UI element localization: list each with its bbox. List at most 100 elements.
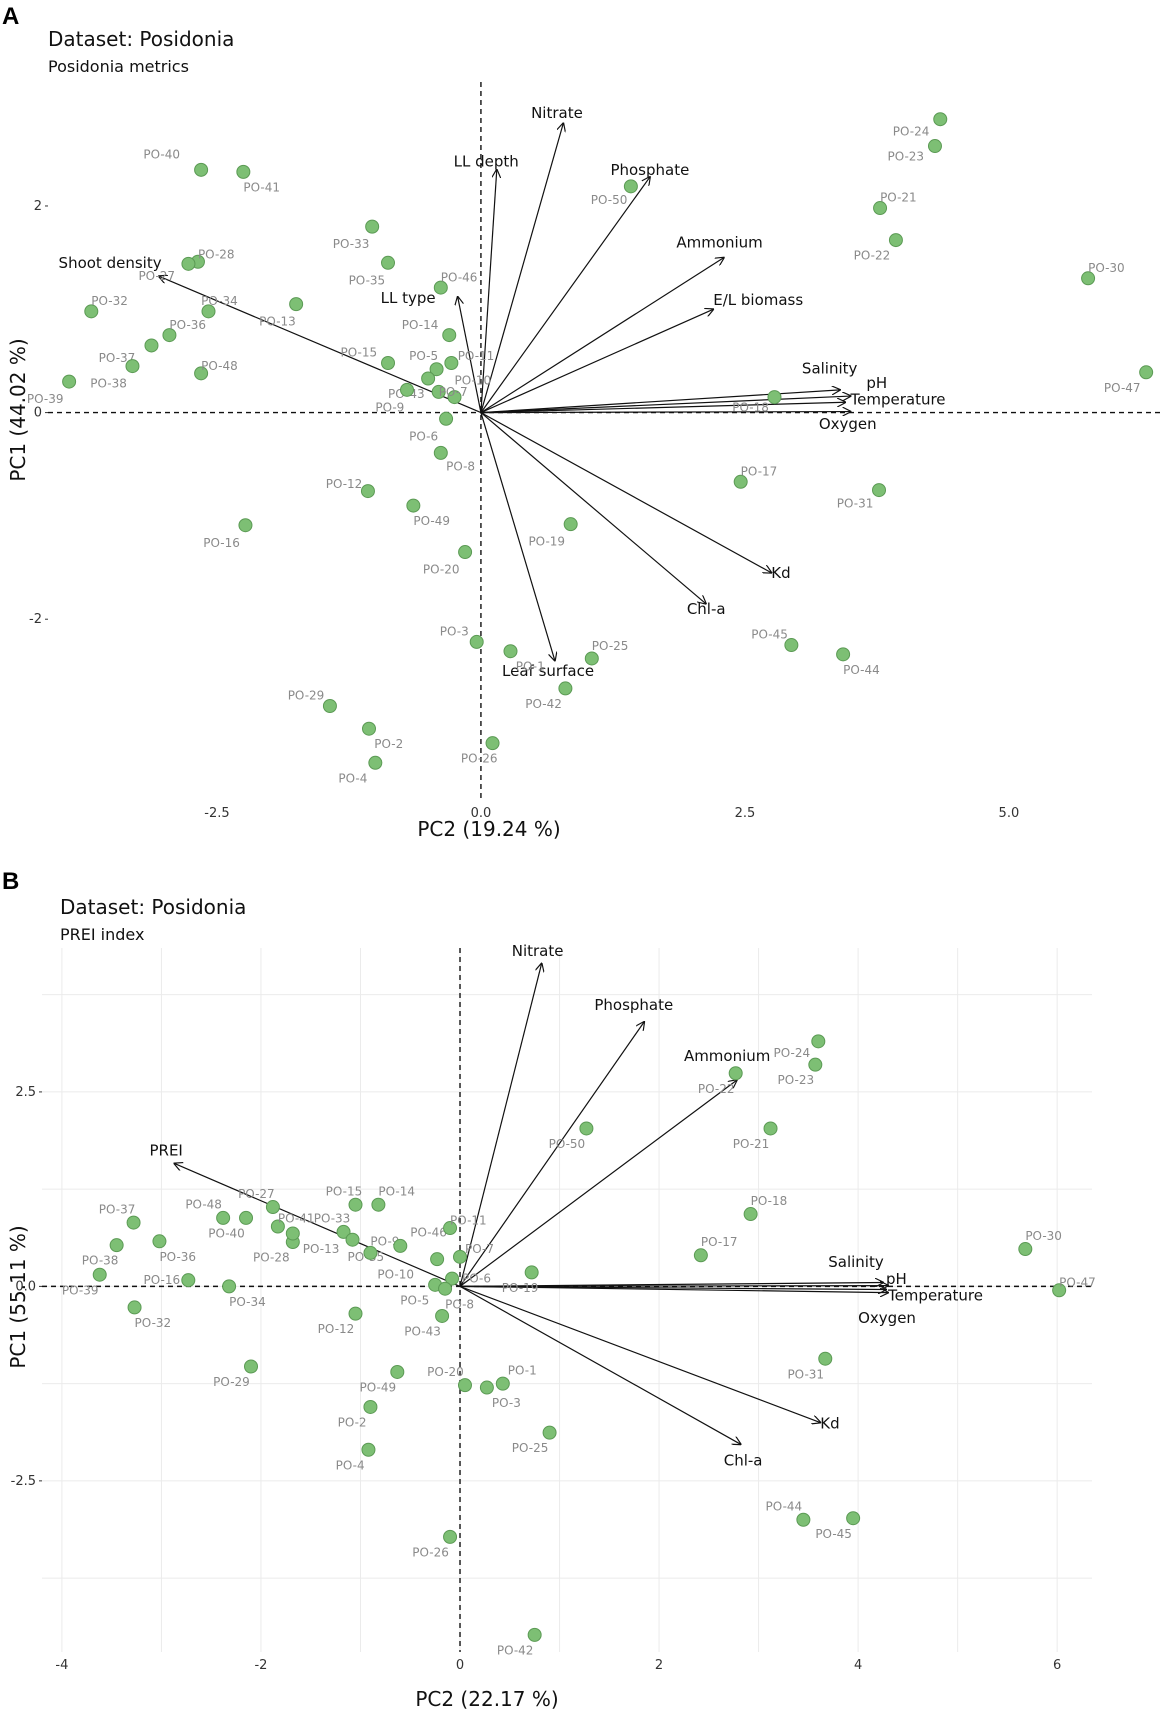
panel-b-site-point	[109, 1238, 124, 1253]
panel-b-site-point	[1052, 1283, 1067, 1298]
panel-b-site-label: PO-2	[338, 1416, 367, 1430]
panel-b-site-label: PO-8	[445, 1297, 474, 1311]
panel-a-site-point	[62, 374, 77, 389]
panel-b-title: Dataset: Posidonia	[60, 895, 246, 919]
panel-b-site-point	[443, 1529, 458, 1544]
panel-b-site-point	[363, 1399, 378, 1414]
panel-a-site-point	[381, 255, 396, 270]
panel-b-site-point	[371, 1197, 386, 1212]
panel-b-site-point	[390, 1364, 405, 1379]
panel-b-site-point	[527, 1627, 542, 1642]
panel-b-loading-label: Oxygen	[858, 1309, 916, 1327]
panel-a-loading-label: pH	[866, 374, 887, 392]
panel-a-x-tick-label: -2.5	[204, 806, 229, 821]
panel-b-site-point	[743, 1207, 758, 1222]
panel-b-site-point	[270, 1219, 285, 1234]
panel-b-site-point	[393, 1238, 408, 1253]
panel-a-site-label: PO-13	[259, 315, 296, 329]
panel-b-site-label: PO-17	[701, 1235, 738, 1249]
panel-b-site-label: PO-50	[549, 1137, 586, 1151]
panel-a-site-label: PO-25	[592, 639, 629, 653]
panel-a-site-point	[433, 445, 448, 460]
panel-b-site-label: PO-26	[412, 1545, 449, 1559]
panel-b-site-point	[127, 1300, 142, 1315]
panel-a-site-point	[1081, 271, 1096, 286]
panel-a-site-label: PO-2	[374, 737, 403, 751]
panel-b-site-label: PO-21	[733, 1137, 770, 1151]
panel-b-site-label: PO-12	[318, 1322, 355, 1336]
panel-b-site-point	[846, 1511, 861, 1526]
panel-b-site-point	[345, 1232, 360, 1247]
panel-b-site-point	[1018, 1242, 1033, 1257]
panel-b-y-axis-title: PC1 (55.11 %)	[6, 1225, 30, 1368]
panel-a-loading-label: Nitrate	[531, 104, 583, 122]
panel-b-site-label: PO-22	[698, 1082, 735, 1096]
panel-a-site-label: PO-15	[340, 346, 377, 360]
panel-b-loading-label: Chl-a	[724, 1451, 763, 1469]
panel-a-site-point	[933, 112, 948, 127]
panel-a-site-point	[381, 356, 396, 371]
panel-a-loading-arrow	[480, 412, 771, 573]
panel-a-site-label: PO-18	[732, 400, 769, 414]
panel-a-site-label: PO-24	[893, 125, 930, 139]
panel-b-site-label: PO-16	[144, 1273, 181, 1287]
panel-a-x-tick-label: 2.5	[735, 806, 756, 821]
panel-b-site-label: PO-23	[777, 1073, 814, 1087]
panel-b-site-point	[453, 1249, 468, 1264]
panel-a-site-label: PO-28	[198, 248, 235, 262]
panel-b-site-point	[361, 1442, 376, 1457]
panel-b-site-point	[808, 1057, 823, 1072]
panel-a-site-point	[406, 498, 421, 513]
panel-b-loading-label: Nitrate	[512, 942, 564, 960]
panel-a-x-tick-label: 5.0	[999, 806, 1020, 821]
panel-a-plot: -2.5 0.0 2.5 5.0 -2 0 2 Nitrate LL depth Phosphat…	[27, 82, 1162, 821]
panel-b-site-point	[348, 1306, 363, 1321]
panel-a-y-tick-label: 0	[34, 406, 42, 421]
panel-b-loading-label: pH	[886, 1270, 907, 1288]
panel-b-site-label: PO-39	[62, 1283, 99, 1297]
panel-a-site-label: PO-35	[349, 273, 386, 287]
panel-a-title: Dataset: Posidonia	[48, 27, 234, 51]
panel-a-loading-label: Chl-a	[687, 600, 726, 618]
panel-a-site-label: PO-31	[837, 497, 874, 511]
panel-a-site-label: PO-17	[741, 464, 778, 478]
panel-a-loading-arrow	[458, 297, 482, 413]
panel-b-loading-label: Kd	[820, 1415, 839, 1433]
panel-b-loading-label: Salinity	[828, 1253, 884, 1271]
panel-a-loading-arrow	[480, 402, 845, 414]
panel-a-site-point	[421, 371, 436, 386]
panel-a-site-label: PO-10	[455, 374, 492, 388]
panel-b-site-label: PO-38	[82, 1254, 119, 1268]
panel-a-loading-label: Ammonium	[676, 233, 762, 251]
panel-a-site-label: PO-14	[402, 318, 439, 332]
panel-b-site-label: PO-41	[278, 1212, 315, 1226]
panel-b-site-label: PO-36	[159, 1250, 196, 1264]
panel-b-site-point	[445, 1271, 460, 1286]
panel-a-site-point	[194, 366, 209, 381]
panel-a-loading-label: Salinity	[802, 359, 858, 377]
panel-a-site-point	[84, 304, 99, 319]
panel-b-site-point	[542, 1425, 557, 1440]
panel-b-site-label: PO-47	[1059, 1275, 1096, 1289]
panel-b-loading-arrow	[460, 1285, 888, 1292]
panel-b-site-point	[92, 1267, 107, 1282]
panel-b-site-label: PO-30	[1025, 1229, 1062, 1243]
panel-b-site-label: PO-33	[314, 1212, 351, 1226]
panel-b-site-label: PO-40	[208, 1226, 245, 1240]
panel-a-site-label: PO-47	[1104, 381, 1141, 395]
panel-b-site-label: PO-31	[787, 1367, 824, 1381]
panel-a-site-label: PO-45	[751, 628, 788, 642]
panel-a-site-point	[162, 328, 177, 343]
panel-b-loading-arrow	[459, 1080, 737, 1287]
panel-a-loading-label: Leaf surface	[502, 662, 594, 680]
panel-b-site-label: PO-11	[450, 1213, 487, 1227]
panel-a-loading-arrow	[480, 390, 840, 414]
panel-b-loading-arrow	[460, 1286, 888, 1287]
panel-b-y-tick-label: -2.5	[11, 1474, 36, 1489]
panel-b-loading-label: PREI	[149, 1142, 182, 1160]
panel-a-loading-arrow	[480, 309, 713, 414]
panel-a-site-label: PO-1	[516, 660, 545, 674]
panel-b-site-point	[693, 1248, 708, 1263]
panel-b-subtitle: PREI index	[60, 925, 144, 944]
